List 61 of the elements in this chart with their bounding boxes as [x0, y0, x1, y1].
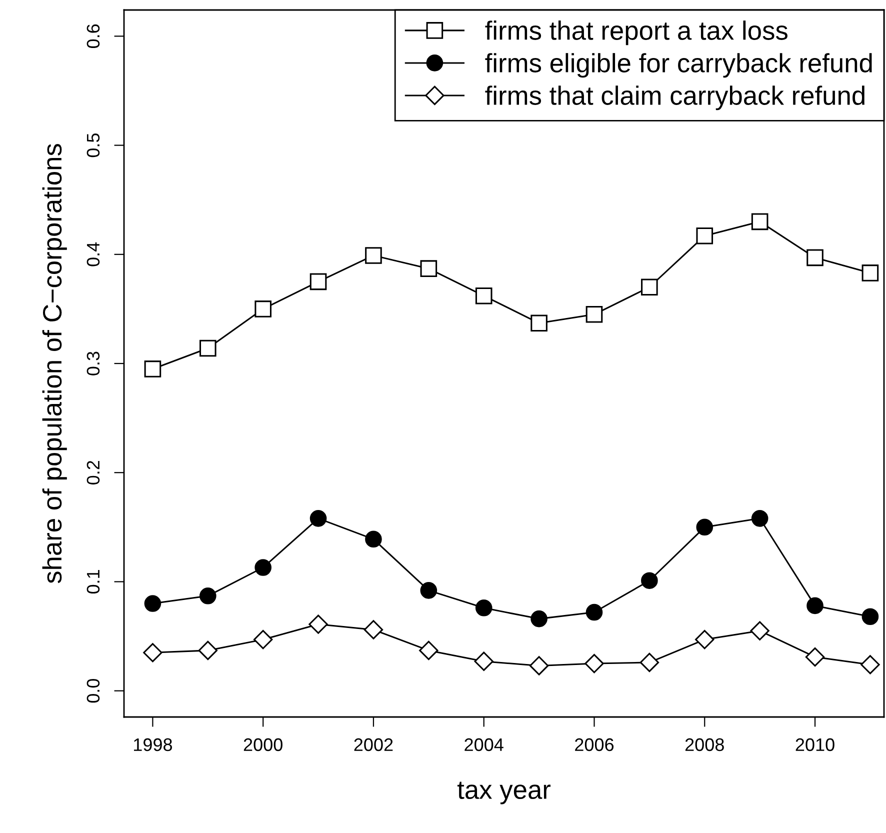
point: [862, 608, 879, 626]
point: [364, 620, 384, 640]
point: [860, 655, 880, 674]
y-axis-title: share of population of C−corporations: [42, 144, 67, 584]
x-tick-label: 2006: [575, 738, 614, 752]
y-tick-label: 0.4: [86, 242, 100, 266]
point: [640, 652, 660, 672]
x-tick-label: 2008: [685, 738, 724, 752]
point: [696, 518, 714, 536]
point: [253, 630, 273, 650]
point: [641, 572, 658, 590]
point: [751, 213, 768, 230]
point: [530, 314, 548, 332]
point: [586, 306, 603, 323]
point: [695, 630, 714, 650]
legend-label: firms that claim carryback refund: [485, 86, 864, 110]
y-tick-label: 0.6: [86, 24, 100, 48]
point: [254, 300, 272, 318]
point: [474, 652, 494, 671]
point: [586, 604, 603, 621]
x-tick-label: 1998: [134, 738, 172, 752]
point: [365, 247, 382, 264]
y-tick-label: 0.1: [86, 570, 100, 594]
point: [198, 640, 218, 660]
point: [806, 249, 824, 266]
x-tick-label: 2002: [354, 738, 393, 752]
point: [475, 287, 492, 304]
point: [199, 340, 216, 357]
point: [529, 656, 549, 676]
point: [310, 510, 327, 527]
point: [420, 582, 438, 599]
point: [420, 260, 438, 277]
point: [254, 559, 272, 576]
legend-label: firms that report a tax loss: [485, 20, 788, 46]
point: [530, 610, 548, 628]
point: [584, 654, 604, 674]
point: [641, 278, 658, 296]
point: [143, 643, 162, 662]
point: [751, 510, 768, 527]
point: [144, 595, 162, 612]
point: [750, 621, 770, 640]
x-tick-label: 2004: [464, 738, 504, 752]
point: [310, 273, 327, 290]
point: [419, 640, 438, 660]
point: [308, 614, 328, 634]
point: [805, 647, 825, 667]
y-tick-label: 0.2: [86, 460, 100, 484]
y-tick-label: 0.5: [86, 133, 100, 158]
x-tick-label: 2000: [244, 738, 282, 752]
point: [475, 599, 492, 616]
point: [144, 360, 162, 378]
x-axis-title: tax year: [457, 782, 550, 804]
point: [806, 597, 824, 614]
legend-label: firms eligible for carryback refund: [485, 53, 872, 78]
point: [365, 530, 382, 548]
x-tick-label: 2010: [796, 738, 834, 752]
point: [696, 227, 714, 244]
y-tick-label: 0.0: [86, 678, 100, 703]
point: [199, 587, 216, 604]
y-tick-label: 0.3: [86, 352, 100, 376]
point: [862, 264, 879, 282]
